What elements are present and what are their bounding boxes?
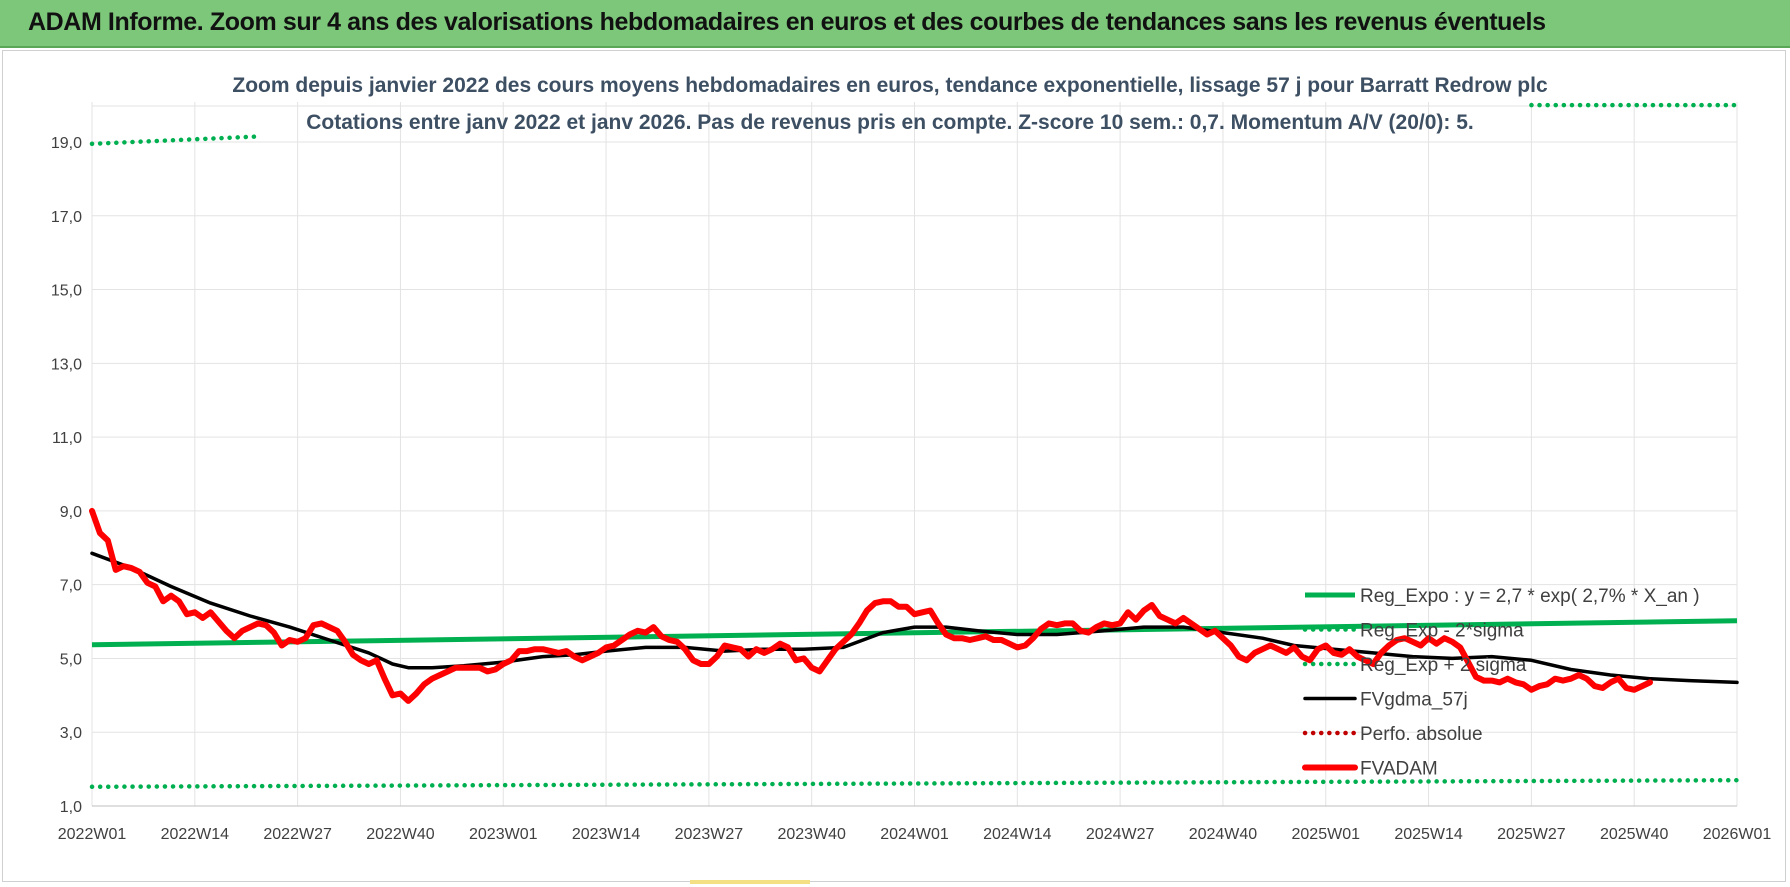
x-tick-label: 2022W27	[263, 826, 332, 843]
x-tick-label: 2024W14	[983, 826, 1052, 843]
y-tick-label: 19,0	[51, 135, 82, 152]
series-line-reg-exp-2-sigma	[89, 102, 1740, 147]
x-tick-label: 2023W27	[675, 826, 744, 843]
y-tick-label: 5,0	[60, 651, 82, 668]
y-axis-ticks: 1,0 3,0 5,0 7,0 9,0 11,0 13,0 15,0 17,0 19,0	[51, 135, 82, 816]
legend-label: FVgdma_57j	[1360, 690, 1468, 711]
x-tick-label: 2024W40	[1189, 826, 1258, 843]
x-tick-label: 2023W40	[777, 826, 846, 843]
sheet-tab-indicator	[690, 880, 810, 884]
legend-label: Reg_Exp - 2*sigma	[1360, 621, 1524, 642]
y-tick-label: 11,0	[52, 430, 82, 447]
legend-label: FVADAM	[1360, 759, 1438, 780]
chart-subtitle: Cotations entre janv 2022 et janv 2026. …	[306, 111, 1474, 134]
legend-label: Reg_Exp + 2 sigma	[1360, 655, 1527, 676]
legend-label: Perfo. absolue	[1360, 724, 1483, 745]
y-tick-label: 7,0	[60, 578, 82, 595]
series-line-fvadam	[89, 507, 1653, 704]
x-axis-ticks: 2022W01 2022W14 2022W27 2022W40 2023W01 2023W…	[58, 826, 1772, 843]
chart-panel	[2, 50, 1786, 882]
y-tick-label: 1,0	[60, 799, 82, 816]
x-tick-label: 2023W01	[469, 826, 538, 843]
series	[89, 102, 1740, 790]
series-line-reg-exp-2-sigma	[89, 777, 1740, 790]
x-tick-label: 2024W27	[1086, 826, 1155, 843]
x-tick-label: 2024W01	[880, 826, 949, 843]
legend: Reg_Expo : y = 2,7 * exp( 2,7% * X_an ) R…	[1302, 586, 1700, 780]
y-tick-label: 3,0	[60, 725, 82, 742]
x-tick-label: 2025W27	[1497, 826, 1566, 843]
x-tick-label: 2022W14	[161, 826, 230, 843]
x-tick-label: 2025W14	[1394, 826, 1463, 843]
y-tick-label: 17,0	[51, 209, 82, 226]
x-tick-label: 2026W01	[1703, 826, 1772, 843]
x-tick-label: 2025W40	[1600, 826, 1669, 843]
grid	[91, 102, 1738, 807]
y-tick-label: 13,0	[51, 356, 82, 373]
x-tick-label: 2025W01	[1292, 826, 1361, 843]
series-line-fvgdma-57j	[90, 551, 1739, 685]
chart-title: Zoom depuis janvier 2022 des cours moyen…	[232, 74, 1548, 97]
banner-title: ADAM Informe. Zoom sur 4 ans des valoris…	[28, 8, 1546, 36]
legend-label: Reg_Expo : y = 2,7 * exp( 2,7% * X_an )	[1360, 586, 1700, 607]
x-tick-label: 2022W40	[366, 826, 435, 843]
series-line-reg-expo-y-2-7-exp-2-7-x-an	[91, 618, 1738, 648]
y-tick-label: 15,0	[51, 283, 82, 300]
y-tick-label: 9,0	[60, 504, 82, 521]
header-banner: ADAM Informe. Zoom sur 4 ans des valoris…	[0, 0, 1790, 48]
x-tick-label: 2023W14	[572, 826, 641, 843]
x-tick-label: 2022W01	[58, 826, 127, 843]
